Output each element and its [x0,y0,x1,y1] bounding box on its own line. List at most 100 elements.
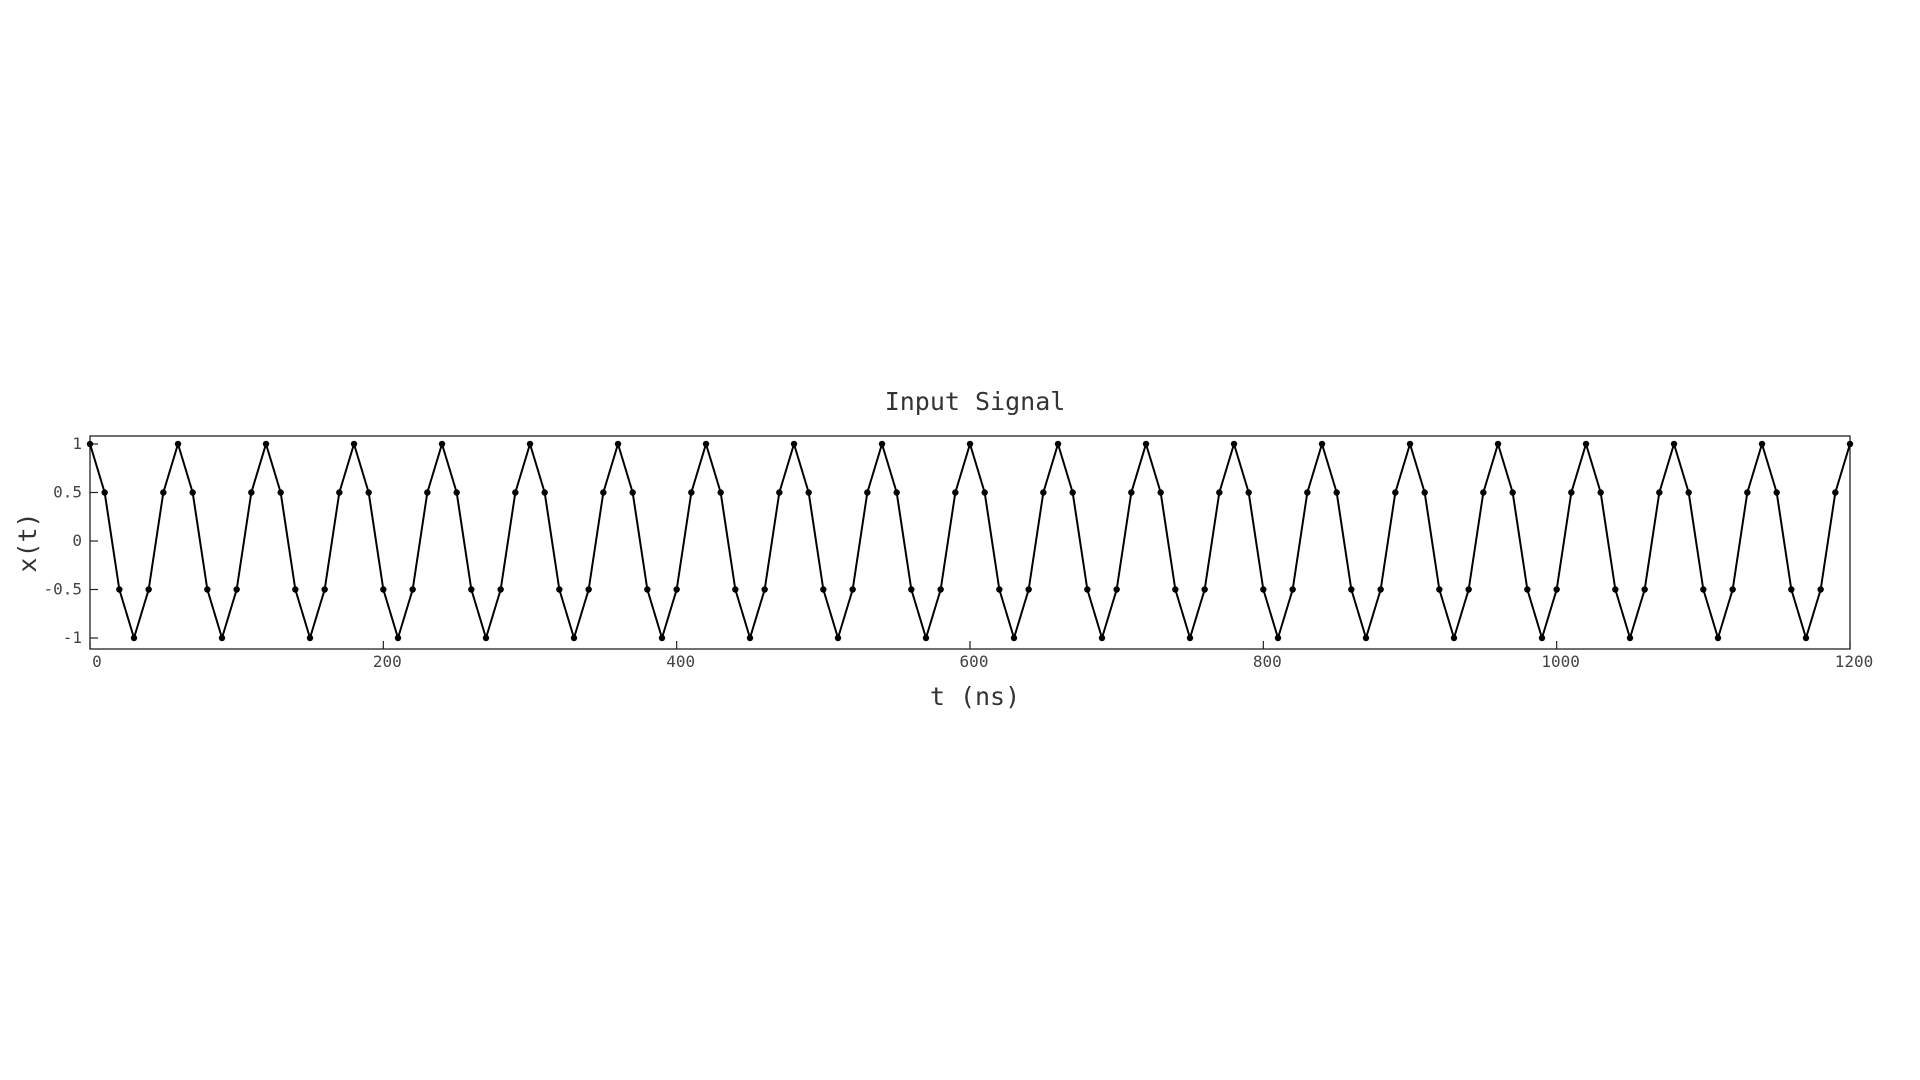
data-point [908,586,915,593]
data-point [966,440,974,448]
data-point [1494,440,1502,448]
data-point [1128,489,1135,496]
data-point [570,634,578,642]
data-point [1098,634,1106,642]
data-point [1025,586,1032,593]
data-point [1465,586,1472,593]
y-axis: 1 0.5 0 -0.5 -1 [43,434,98,647]
data-point [1832,489,1839,496]
data-point [1744,489,1751,496]
data-point [101,489,108,496]
data-point [262,440,270,448]
data-point [746,634,754,642]
data-point [1450,634,1458,642]
data-point [1069,489,1076,496]
data-point [834,634,842,642]
y-tick-label: -0.5 [43,580,82,599]
data-point [409,586,416,593]
data-point [512,489,519,496]
data-point [86,440,94,448]
data-point [688,489,695,496]
data-point [702,440,710,448]
signal-points [86,440,1854,642]
x-tick-label: 1000 [1541,652,1580,671]
signal-line [89,443,1851,639]
x-tick-label: 600 [960,652,989,671]
data-point [277,489,284,496]
data-point [556,586,563,593]
data-point [438,440,446,448]
data-point [306,634,314,642]
data-point [1010,634,1018,642]
data-point [1289,586,1296,593]
data-point [1509,489,1516,496]
data-point [1421,489,1428,496]
data-point [878,440,886,448]
data-point [1582,440,1590,448]
data-point [541,489,548,496]
data-point [1714,634,1722,642]
x-tick-label: 0 [92,652,102,671]
y-tick-label: -1 [63,628,82,647]
data-point [1568,489,1575,496]
y-tick-label: 0.5 [53,483,82,502]
data-point [292,586,299,593]
data-point [526,440,534,448]
data-point [849,586,856,593]
data-point [805,489,812,496]
data-point [1685,489,1692,496]
data-point [453,489,460,496]
data-point [1612,586,1619,593]
data-point [233,586,240,593]
data-point [1377,586,1384,593]
data-point [1729,586,1736,593]
data-point [130,634,138,642]
data-point [1656,489,1663,496]
data-point [174,440,182,448]
data-point [614,440,622,448]
data-point [321,586,328,593]
x-tick-label: 200 [373,652,402,671]
data-point [717,489,724,496]
data-point [482,634,490,642]
data-point [1260,586,1267,593]
data-point [585,586,592,593]
data-point [673,586,680,593]
data-point [644,586,651,593]
x-tick-label: 400 [666,652,695,671]
data-point [1113,586,1120,593]
data-point [1406,440,1414,448]
plot-frame [89,435,1851,650]
data-point [1538,634,1546,642]
data-point [218,634,226,642]
data-point [1054,440,1062,448]
data-point [893,489,900,496]
data-point [1524,586,1531,593]
data-point [1700,586,1707,593]
data-point [1846,440,1854,448]
data-point [1362,634,1370,642]
data-point [1436,586,1443,593]
data-point [1172,586,1179,593]
data-point [1802,634,1810,642]
data-point [658,634,666,642]
data-point [380,586,387,593]
data-point [1626,634,1634,642]
data-point [248,489,255,496]
data-point [1216,489,1223,496]
data-point [1392,489,1399,496]
data-point [1186,634,1194,642]
data-point [204,586,211,593]
chart-title: Input Signal [885,387,1066,416]
data-point [1670,440,1678,448]
data-point [937,586,944,593]
data-point [981,489,988,496]
data-point [1597,489,1604,496]
y-tick-label: 0 [72,531,82,550]
data-point [394,634,402,642]
data-point [424,489,431,496]
data-point [1157,489,1164,496]
data-point [1230,440,1238,448]
x-tick-label: 1200 [1835,652,1874,671]
